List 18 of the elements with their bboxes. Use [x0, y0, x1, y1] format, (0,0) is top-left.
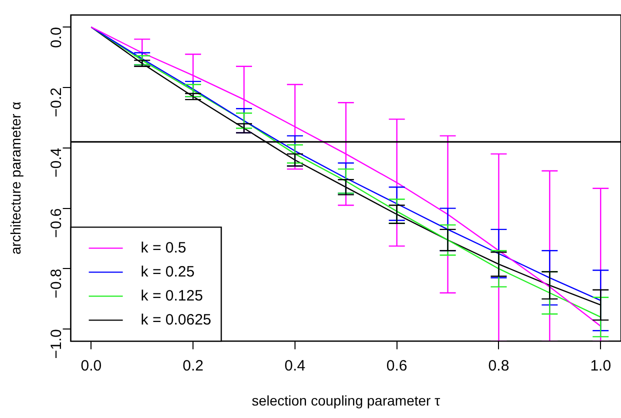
y-tick-label: 0.0 — [48, 27, 65, 48]
y-tick-label: −0.2 — [48, 87, 65, 118]
y-tick-label: −1.0 — [48, 329, 65, 359]
y-tick-label: −0.4 — [48, 148, 65, 178]
x-axis-title: selection coupling parameter τ — [252, 392, 441, 408]
y-axis-title: architecture parameter α — [7, 102, 24, 255]
legend-label: k = 0.125 — [140, 287, 203, 304]
legend-label: k = 0.0625 — [140, 311, 212, 328]
x-tick-label: 0.2 — [182, 357, 204, 374]
y-tick-label: −0.8 — [48, 268, 65, 298]
x-tick-label: 0.8 — [488, 357, 510, 374]
legend-label: k = 0.25 — [140, 263, 195, 280]
y-tick-label: −0.6 — [48, 208, 65, 238]
x-tick-label: 0.4 — [284, 357, 306, 374]
legend-label: k = 0.5 — [140, 239, 186, 256]
x-tick-label: 0.0 — [80, 357, 102, 374]
x-tick-label: 1.0 — [590, 357, 612, 374]
x-tick-label: 0.6 — [386, 357, 408, 374]
